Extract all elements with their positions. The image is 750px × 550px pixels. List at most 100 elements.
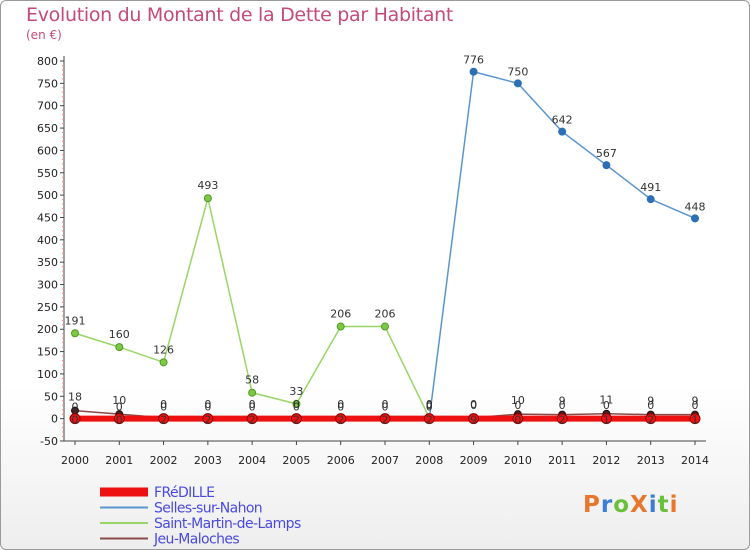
data-point xyxy=(558,127,567,136)
x-tick-label: 2007 xyxy=(371,454,399,467)
data-label: 0 xyxy=(337,398,344,411)
data-label: 2 xyxy=(293,414,300,427)
data-label: 11 xyxy=(599,394,613,407)
data-label: 191 xyxy=(65,314,86,327)
data-label: 2 xyxy=(204,414,211,427)
data-label: 0 xyxy=(426,401,433,414)
y-tick-label: 250 xyxy=(37,301,58,314)
data-label: 0 xyxy=(293,398,300,411)
data-label: 206 xyxy=(375,308,396,321)
data-label: 1 xyxy=(603,414,610,427)
logo-letter: i xyxy=(669,492,679,518)
data-point xyxy=(69,413,81,425)
data-label: 9 xyxy=(692,395,699,408)
data-label: 10 xyxy=(112,394,126,407)
data-point xyxy=(423,413,435,425)
proxiti-logo: ProXiti xyxy=(583,492,679,518)
logo-letter: t xyxy=(657,492,670,518)
x-tick-label: 2006 xyxy=(327,454,355,467)
data-label: 0 xyxy=(470,398,477,411)
data-label: 491 xyxy=(640,181,661,194)
y-tick-label: 350 xyxy=(37,256,58,269)
y-tick-label: 200 xyxy=(37,323,58,336)
y-tick-label: 450 xyxy=(37,211,58,224)
data-point xyxy=(556,413,568,425)
x-tick-label: 2005 xyxy=(282,454,310,467)
data-label: 2 xyxy=(160,414,167,427)
x-tick-label: 2012 xyxy=(592,454,620,467)
data-label: 0 xyxy=(514,414,521,427)
data-point xyxy=(689,413,701,425)
data-label: 206 xyxy=(330,308,351,321)
data-point xyxy=(292,399,301,408)
data-point xyxy=(512,413,524,425)
y-tick-label: 800 xyxy=(37,55,58,68)
legend-swatch xyxy=(100,506,148,509)
data-label: 0 xyxy=(382,398,389,411)
series-line xyxy=(75,70,696,420)
x-tick-label: 2008 xyxy=(415,454,443,467)
data-label: 1 xyxy=(692,414,699,427)
data-point xyxy=(513,79,522,88)
legend-swatch xyxy=(100,537,148,540)
x-tick-label: 2004 xyxy=(238,454,266,467)
data-label: 0 xyxy=(160,398,167,411)
series-lines xyxy=(69,67,701,425)
data-label: 10 xyxy=(511,394,525,407)
y-tick-label: 750 xyxy=(37,77,58,90)
x-tick-label: 2014 xyxy=(681,454,709,467)
data-point xyxy=(159,358,168,367)
data-label: 2 xyxy=(647,414,654,427)
y-tick-label: 400 xyxy=(37,234,58,247)
data-point xyxy=(691,214,699,223)
data-label: 9 xyxy=(470,414,477,427)
data-point xyxy=(379,413,391,425)
y-tick-label: -50 xyxy=(40,435,58,448)
data-point xyxy=(381,322,389,331)
data-label: 2 xyxy=(382,414,389,427)
data-label: 567 xyxy=(596,147,617,160)
data-label: 33 xyxy=(289,385,303,398)
logo-letter: X xyxy=(630,492,649,518)
axes: -500501001502002503003504004505005506006… xyxy=(37,55,709,467)
data-point xyxy=(115,343,124,352)
logo-letter: r xyxy=(600,492,614,518)
data-point xyxy=(335,413,347,425)
legend-swatch xyxy=(100,487,148,497)
data-point xyxy=(602,161,611,170)
chart-subtitle: (en €) xyxy=(26,28,62,42)
series-selles-sur-nahon xyxy=(71,67,699,423)
y-tick-label: 600 xyxy=(37,144,58,157)
point-labels: 0 0 2 2 2 2 2 2 2 9 0 2 1 2 10 0 0 0 0 0 0 0 07767506425674914… xyxy=(65,54,706,427)
y-tick-label: 650 xyxy=(37,122,58,135)
data-point xyxy=(600,413,612,425)
y-tick-label: 500 xyxy=(37,189,58,202)
data-label: 0 xyxy=(426,398,433,411)
data-label: 0 xyxy=(72,401,79,414)
data-point xyxy=(71,329,79,338)
data-label: 58 xyxy=(245,374,259,387)
y-tick-label: 150 xyxy=(37,346,58,359)
data-label: 0 xyxy=(647,399,654,412)
data-label: 0 xyxy=(603,399,610,412)
data-point xyxy=(290,413,302,425)
y-tick-label: 50 xyxy=(44,390,58,403)
data-point xyxy=(203,194,212,203)
logo-letter: i xyxy=(648,492,658,518)
x-tick-label: 2011 xyxy=(548,454,576,467)
data-point xyxy=(468,413,480,425)
y-tick-label: 300 xyxy=(37,279,58,292)
y-tick-label: 700 xyxy=(37,100,58,113)
series-fr-dille xyxy=(69,413,701,425)
legend-label: Saint-Martin-de-Lamps xyxy=(154,516,301,532)
data-label: 750 xyxy=(507,65,528,78)
data-point xyxy=(469,67,478,76)
data-label: 0 xyxy=(249,401,256,414)
legend-label: Jeu-Maloches xyxy=(153,532,239,548)
data-label: 0 xyxy=(249,398,256,411)
data-label: 9 xyxy=(559,395,566,408)
x-tick-label: 2013 xyxy=(637,454,665,467)
data-label: 0 xyxy=(426,399,433,412)
